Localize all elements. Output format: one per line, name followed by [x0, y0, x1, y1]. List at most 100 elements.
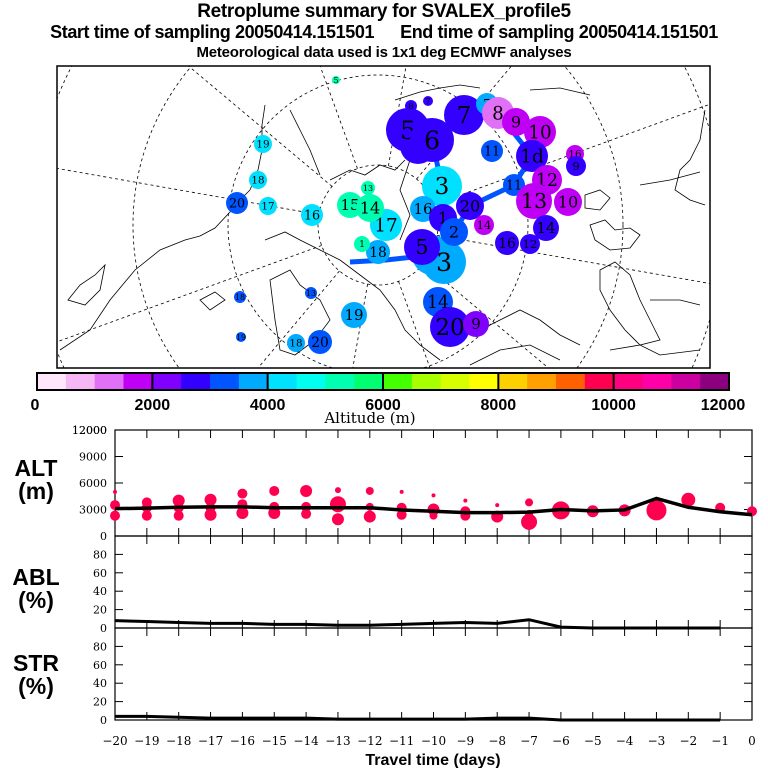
cluster-day-label: 1d — [520, 146, 544, 167]
plume-cluster: 9 — [463, 311, 489, 337]
plume-cluster: 3 — [422, 166, 462, 206]
start-time-label: Start time of sampling 20050414.151501 — [50, 22, 375, 42]
plume-cluster: 20 — [308, 330, 332, 354]
colorbar-swatch — [94, 373, 124, 390]
plume-cluster: 2 — [440, 218, 468, 246]
cluster-day-label: 12 — [523, 237, 538, 251]
y-tick-label: 60 — [93, 659, 107, 672]
cluster-marker — [404, 229, 440, 265]
y-tick-label: 40 — [93, 677, 107, 690]
cluster-day-label: 5 — [415, 235, 428, 259]
x-tick-label: −14 — [293, 734, 319, 748]
cluster-day-label: 10 — [528, 122, 551, 143]
coastline — [269, 269, 331, 356]
altitude-cluster-point — [363, 510, 376, 523]
cluster-marker — [440, 218, 468, 246]
x-tick-label: −18 — [166, 734, 191, 748]
cluster-marker — [444, 95, 484, 135]
altitude-cluster-point — [301, 508, 312, 519]
cluster-marker — [474, 215, 494, 235]
latitude-circle — [227, 74, 529, 368]
cluster-day-label: 18 — [369, 245, 387, 261]
altitude-cluster-point — [329, 496, 346, 513]
cluster-marker — [308, 330, 332, 354]
plume-cluster: 18 — [234, 291, 246, 303]
cluster-marker — [423, 96, 433, 106]
colorbar-swatch — [584, 373, 615, 390]
cluster-marker — [254, 135, 272, 153]
altitude-cluster-point — [399, 489, 404, 494]
alt-series-line — [114, 496, 753, 517]
cluster-day-label: 6 — [424, 126, 440, 155]
plume-cluster: 10 — [554, 188, 582, 216]
x-tick-label: −4 — [616, 734, 634, 748]
altitude-cluster-point — [331, 513, 344, 526]
cluster-marker — [361, 181, 375, 195]
cluster-day-label: 9 — [572, 159, 579, 173]
x-tick-label: −11 — [389, 734, 414, 748]
cluster-day-label: 19 — [256, 139, 269, 151]
altitude-cluster-point — [495, 503, 500, 508]
colorbar-swatch — [123, 373, 153, 390]
y-tick-label: 80 — [93, 640, 107, 653]
coastline — [639, 171, 701, 186]
abl-label-top: ABL — [12, 564, 60, 590]
plume-cluster: 19 — [341, 302, 367, 328]
cluster-day-label: 9 — [511, 113, 521, 132]
str-series-line — [115, 714, 721, 722]
cluster-day-label: 19 — [344, 306, 363, 324]
altitude-cluster-point — [300, 484, 313, 497]
altitude-cluster-point — [334, 487, 341, 494]
plume-cluster: 7 — [423, 96, 433, 106]
plume-cluster: 9 — [566, 156, 586, 176]
coastline — [394, 84, 481, 101]
altitude-cluster-point — [204, 508, 217, 521]
cluster-marker — [554, 188, 582, 216]
cluster-marker — [301, 204, 323, 226]
plume-cluster: 18 — [366, 240, 390, 264]
y-tick-label: 3000 — [79, 504, 107, 517]
altitude-cluster-point — [110, 510, 120, 521]
meridian-line — [423, 263, 550, 368]
altitude-cluster-point — [237, 488, 248, 499]
x-tick-label: −12 — [357, 734, 382, 748]
colorbar-swatch — [181, 373, 211, 390]
y-tick-label: 0 — [100, 530, 107, 543]
altitude-cluster-point — [429, 511, 438, 520]
cluster-marker — [236, 332, 246, 342]
plume-cluster: 18 — [249, 171, 267, 189]
y-tick-label: 12000 — [72, 424, 107, 437]
x-tick-label: 0 — [748, 734, 756, 748]
plume-cluster: 13 — [305, 287, 317, 299]
colorbar-tick-label: 4000 — [250, 397, 286, 414]
y-tick-label: 40 — [93, 585, 107, 598]
cluster-marker — [341, 302, 367, 328]
cluster-day-label: 14 — [427, 293, 449, 313]
plume-cluster: 20 — [226, 192, 248, 214]
met-data-label: Meteorological data used is 1x1 deg ECMW… — [196, 44, 572, 61]
x-tick-label: −7 — [520, 734, 538, 748]
coastline — [289, 109, 321, 176]
colorbar-swatch — [700, 373, 730, 390]
colorbar-label: Altitude (m) — [323, 409, 415, 427]
x-tick-label: −15 — [262, 734, 287, 748]
cluster-day-label: 7 — [457, 103, 472, 129]
plume-cluster: 19 — [254, 135, 272, 153]
alt-label-top: ALT — [14, 455, 58, 481]
plume-cluster: 5 — [404, 229, 440, 265]
y-tick-label: 20 — [93, 604, 107, 617]
altitude-cluster-point — [204, 493, 217, 506]
y-tick-label: 0 — [100, 714, 107, 727]
plume-cluster: 5 — [332, 76, 340, 85]
end-time-label: End time of sampling 20050414.151501 — [400, 22, 718, 42]
plume-cluster: 16 — [495, 231, 519, 255]
cluster-marker — [422, 166, 462, 206]
cluster-day-label: 18 — [251, 175, 264, 187]
colorbar-swatch — [267, 373, 297, 390]
plume-cluster: 12 — [520, 234, 540, 254]
cluster-day-label: 14 — [536, 219, 555, 237]
x-tick-label: −17 — [198, 734, 223, 748]
abl-frame — [114, 535, 753, 629]
cluster-day-label: 14 — [360, 199, 380, 218]
